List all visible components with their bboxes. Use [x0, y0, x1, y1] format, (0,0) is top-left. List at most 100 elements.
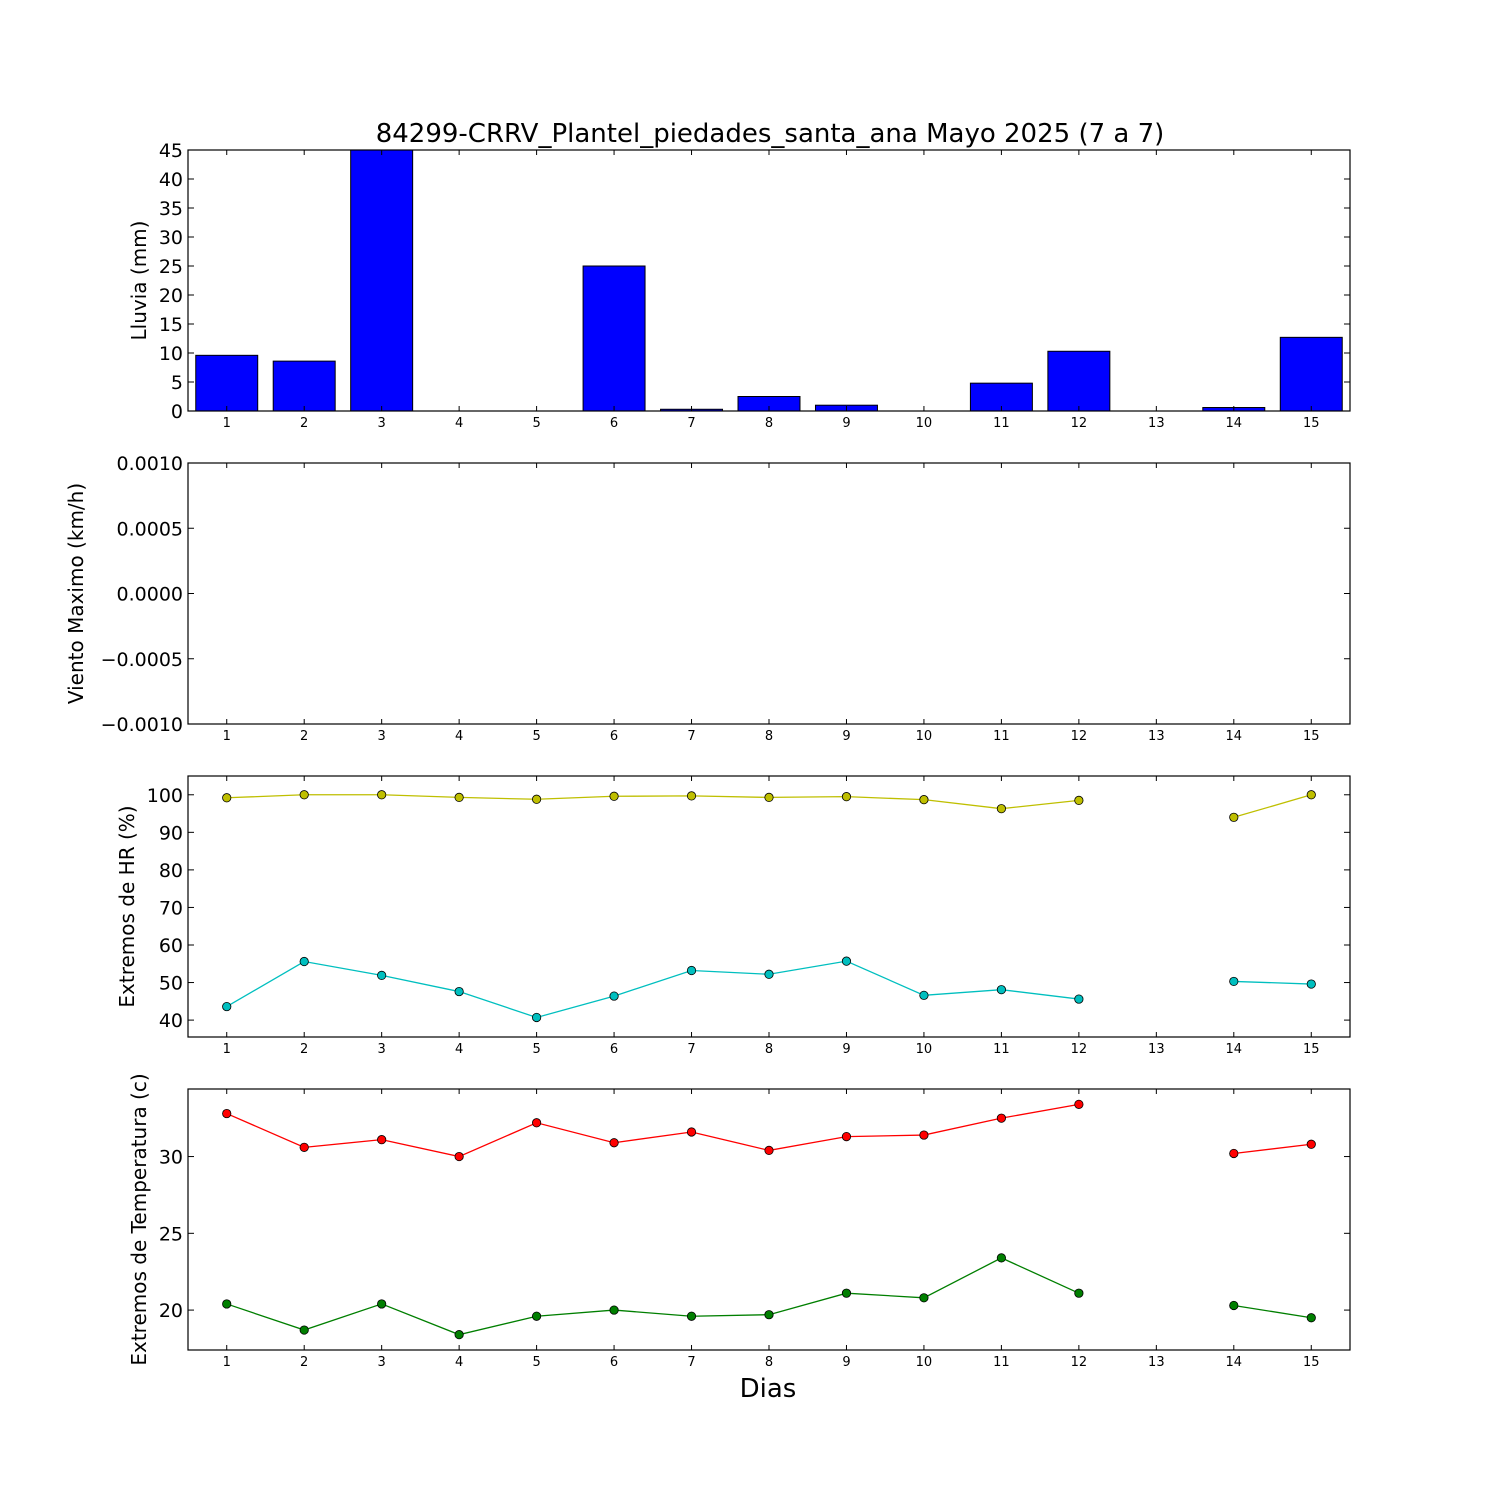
rain-x-tick-label-8: 8: [765, 416, 773, 431]
bar-2: [272, 360, 336, 412]
rain-x-tick-label-13: 13: [1148, 416, 1165, 431]
rain-y-tick-label: 30: [159, 227, 183, 249]
humidity-x-tick-label-13: 13: [1148, 1042, 1165, 1057]
temperature-series-0-point-8: [764, 1145, 774, 1156]
temperature-x-tick-label-11: 11: [993, 1355, 1010, 1370]
temperature-x-tick-label-4: 4: [455, 1355, 463, 1370]
temperature-series-0-point-7: [686, 1127, 697, 1137]
humidity-x-tick-label-4: 4: [455, 1042, 463, 1057]
humidity-series-1-point-12: [1074, 994, 1084, 1004]
temperature-x-tick-label-9: 9: [842, 1355, 850, 1370]
temperature-series-1-line-0: [226, 1257, 1080, 1336]
rain-x-tick-label-11: 11: [993, 416, 1010, 431]
rain-x-tick-label-6: 6: [610, 416, 618, 431]
temperature-series-0-line-0: [226, 1103, 1079, 1158]
humidity-y-tick-label: 50: [159, 973, 183, 995]
humidity-y-tick-label: 60: [159, 935, 183, 957]
wind-x-tick-label-15: 15: [1303, 729, 1320, 744]
wind-x-tick-label-7: 7: [687, 729, 695, 744]
rain-x-tick-label-5: 5: [532, 416, 540, 431]
humidity-series-1-point-11: [996, 985, 1007, 995]
temperature-series-1-point-9: [841, 1288, 852, 1298]
humidity-y-tick-label: 70: [159, 897, 183, 919]
rain-x-tick-label-9: 9: [842, 416, 850, 431]
humidity-x-tick-label-11: 11: [993, 1042, 1010, 1057]
temperature-series-0-point-10: [919, 1130, 929, 1140]
humidity-series-0-point-4: [454, 792, 464, 803]
rain-y-tick-label: 10: [159, 343, 183, 365]
x-axis-label: Dias: [740, 1374, 797, 1404]
humidity-y-tick-label: 100: [147, 785, 183, 807]
rain-x-tick-label-1: 1: [223, 416, 231, 431]
wind-y-axis-label: Viento Maximo (km/h): [64, 483, 88, 704]
rain-y-axis-label: Lluvia (mm): [127, 221, 151, 341]
temperature-x-tick-label-2: 2: [300, 1355, 308, 1370]
temperature-y-axis-label: Extremos de Temperatura (c): [127, 1073, 151, 1365]
wind-x-tick-label-11: 11: [993, 729, 1010, 744]
humidity-series-1-point-2: [299, 956, 309, 967]
temperature-series-1-point-14: [1229, 1300, 1239, 1311]
rain-y-tick-label: 5: [171, 372, 183, 394]
humidity-series-0-point-6: [609, 791, 619, 801]
humidity-series-0-point-5: [531, 794, 542, 804]
temperature-series-1-point-6: [609, 1305, 619, 1315]
temperature-series-0-point-12: [1074, 1099, 1084, 1109]
humidity-series-0-point-11: [996, 804, 1007, 814]
temperature-x-tick-label-13: 13: [1148, 1355, 1165, 1370]
temperature-y-tick-label: 30: [159, 1147, 183, 1169]
humidity-y-axis-label: Extremos de HR (%): [115, 805, 139, 1007]
rain-y-tick-label: 0: [171, 401, 183, 423]
humidity-series-0-line-0: [226, 794, 1079, 810]
temperature-series-0-point-6: [609, 1138, 619, 1148]
temperature-x-tick-label-10: 10: [916, 1355, 933, 1370]
wind-x-tick-label-9: 9: [842, 729, 850, 744]
rain-x-tick-label-12: 12: [1071, 416, 1088, 431]
temperature-series-1-point-3: [377, 1299, 387, 1309]
wind-y-tick-label: 0.0000: [117, 584, 183, 606]
temperature-x-tick-label-5: 5: [532, 1355, 540, 1370]
rain-y-tick-label: 40: [159, 169, 183, 191]
temperature-series-0-point-1: [222, 1108, 232, 1119]
temperature-x-tick-label-3: 3: [378, 1355, 386, 1370]
humidity-x-tick-label-1: 1: [223, 1042, 231, 1057]
humidity-series-1-point-6: [609, 991, 619, 1001]
humidity-x-tick-label-12: 12: [1071, 1042, 1088, 1057]
rain-x-tick-label-14: 14: [1226, 416, 1243, 431]
bar-6: [582, 265, 646, 412]
humidity-x-tick-label-10: 10: [916, 1042, 933, 1057]
temperature-x-tick-label-14: 14: [1226, 1355, 1243, 1370]
humidity-series-1-point-3: [377, 970, 387, 981]
humidity-series-0-point-15: [1306, 790, 1316, 800]
humidity-x-tick-label-5: 5: [532, 1042, 540, 1057]
temperature-series-1-point-5: [531, 1311, 542, 1321]
wind-x-tick-label-13: 13: [1148, 729, 1165, 744]
rain-y-tick-label: 25: [159, 256, 183, 278]
temperature-series-1-point-15: [1306, 1313, 1316, 1323]
humidity-x-tick-label-8: 8: [765, 1042, 773, 1057]
humidity-series-0-point-8: [764, 792, 774, 803]
rain-x-tick-label-7: 7: [687, 416, 695, 431]
bar-3: [350, 149, 414, 412]
rain-y-tick-label: 15: [159, 314, 183, 336]
wind-x-tick-label-4: 4: [455, 729, 463, 744]
rain-x-tick-label-10: 10: [916, 416, 933, 431]
temperature-y-tick-label: 20: [159, 1300, 183, 1322]
temperature-series-1-point-7: [686, 1311, 697, 1321]
wind-x-tick-label-8: 8: [765, 729, 773, 744]
humidity-series-0-line-1: [1233, 794, 1312, 818]
temperature-x-tick-label-12: 12: [1071, 1355, 1088, 1370]
humidity-series-1-point-1: [222, 1001, 232, 1012]
temperature-series-1-point-10: [919, 1293, 929, 1303]
rain-x-tick-label-4: 4: [455, 416, 463, 431]
humidity-series-0-point-10: [919, 795, 929, 805]
temperature-series-0-point-15: [1306, 1139, 1316, 1149]
rain-x-tick-label-2: 2: [300, 416, 308, 431]
rain-panel: 1 2 3 4 5 6 7 8 9 10 11 12 13 14 15051015202530354045L…: [127, 140, 1351, 431]
bar-15: [1279, 336, 1343, 412]
humidity-series-1-point-9: [841, 956, 852, 966]
rain-y-tick-label: 35: [159, 198, 183, 220]
wind-y-tick-label: 0.0010: [117, 453, 183, 475]
temperature-series-1-point-8: [764, 1310, 774, 1320]
